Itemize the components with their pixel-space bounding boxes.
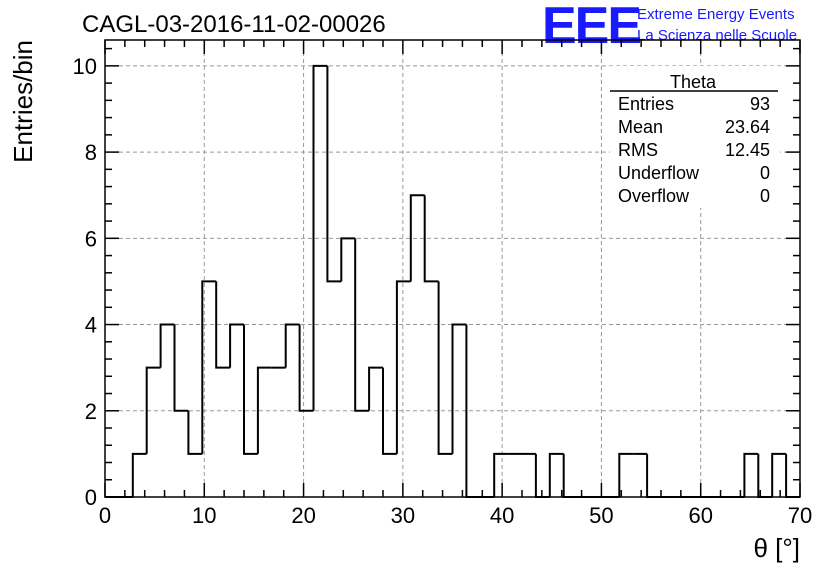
chart-title: CAGL-03-2016-11-02-00026 [82,11,386,38]
histogram-bin [771,452,787,497]
histogram-bin [173,324,189,412]
histogram-bin [256,366,272,454]
stats-value: 0 [760,186,770,206]
stats-box-bg [610,66,780,208]
histogram-bin [215,281,231,369]
stats-value: 12.45 [725,140,770,160]
y-tick-label: 6 [85,226,97,251]
grid [105,40,800,497]
histogram-bin [743,452,759,497]
histogram-bin [340,237,356,282]
histogram-bin [354,238,370,412]
y-tick-label: 10 [73,54,97,79]
x-tick-label: 50 [589,503,613,528]
x-tick-label: 70 [788,503,812,528]
histogram-bin [493,452,509,497]
stats-label: RMS [618,140,658,160]
stats-label: Underflow [618,163,700,183]
plot-frame [104,39,801,498]
y-tick-labels: 0 2 4 6 8 10 [73,54,97,510]
stats-value: 23.64 [725,117,770,137]
y-axis-label: Entries/bin [8,40,38,163]
histogram-bin [298,324,314,412]
axis-ticks [104,40,801,498]
histogram-bin [312,64,328,411]
x-axis-label: θ [°] [753,533,800,563]
histogram-bin [646,453,661,498]
histogram-bin [201,280,217,454]
eee-logo: EEE Extreme Energy Events La Scienza nel… [542,0,797,55]
x-tick-label: 20 [291,503,315,528]
y-tick-label: 8 [85,140,97,165]
histogram-bin [229,323,244,368]
histogram-bin [326,65,342,283]
histogram-bin [368,366,383,411]
stats-label: Mean [618,117,663,137]
histogram-bin [382,367,397,455]
histogram-bin [187,410,203,455]
stats-box-title: Theta [670,72,717,92]
histogram-bin [437,281,453,455]
stats-label: Entries [618,94,674,114]
x-tick-label: 10 [192,503,216,528]
histogram-bin [409,194,425,282]
logo-line-1: Extreme Energy Events [637,6,795,23]
histogram-bin [145,366,161,454]
histogram-bin [562,453,578,498]
stats-label: Overflow [618,186,690,206]
stats-value: 0 [760,163,770,183]
x-tick-label: 40 [490,503,514,528]
histogram-bin [395,280,411,454]
histogram-bin [131,452,147,497]
y-tick-label: 0 [85,485,97,510]
stats-rows: Entries 93 Mean 23.64 RMS 12.45 Underflow 0 Over… [618,94,770,206]
histogram-bin [548,452,564,497]
x-tick-label: 60 [688,503,712,528]
x-tick-label: 30 [391,503,415,528]
y-tick-label: 4 [85,313,97,338]
histogram-bin [618,452,634,497]
histogram-bin [451,323,467,454]
logo-mark: EEE [542,0,640,55]
histogram-bin [423,195,439,283]
stats-value: 93 [750,94,770,114]
stats-box: Theta Entries 93 Mean 23.64 RMS 12.45 Underflo… [610,66,780,208]
histogram-bin [785,453,800,498]
x-tick-labels: 0 10 20 30 40 50 60 70 [99,503,812,528]
histogram-bin [159,323,175,368]
histogram-bin [243,324,258,455]
histogram-bin [534,453,550,498]
y-tick-label: 2 [85,399,97,424]
x-tick-label: 0 [99,503,111,528]
histogram-bin [284,323,300,368]
